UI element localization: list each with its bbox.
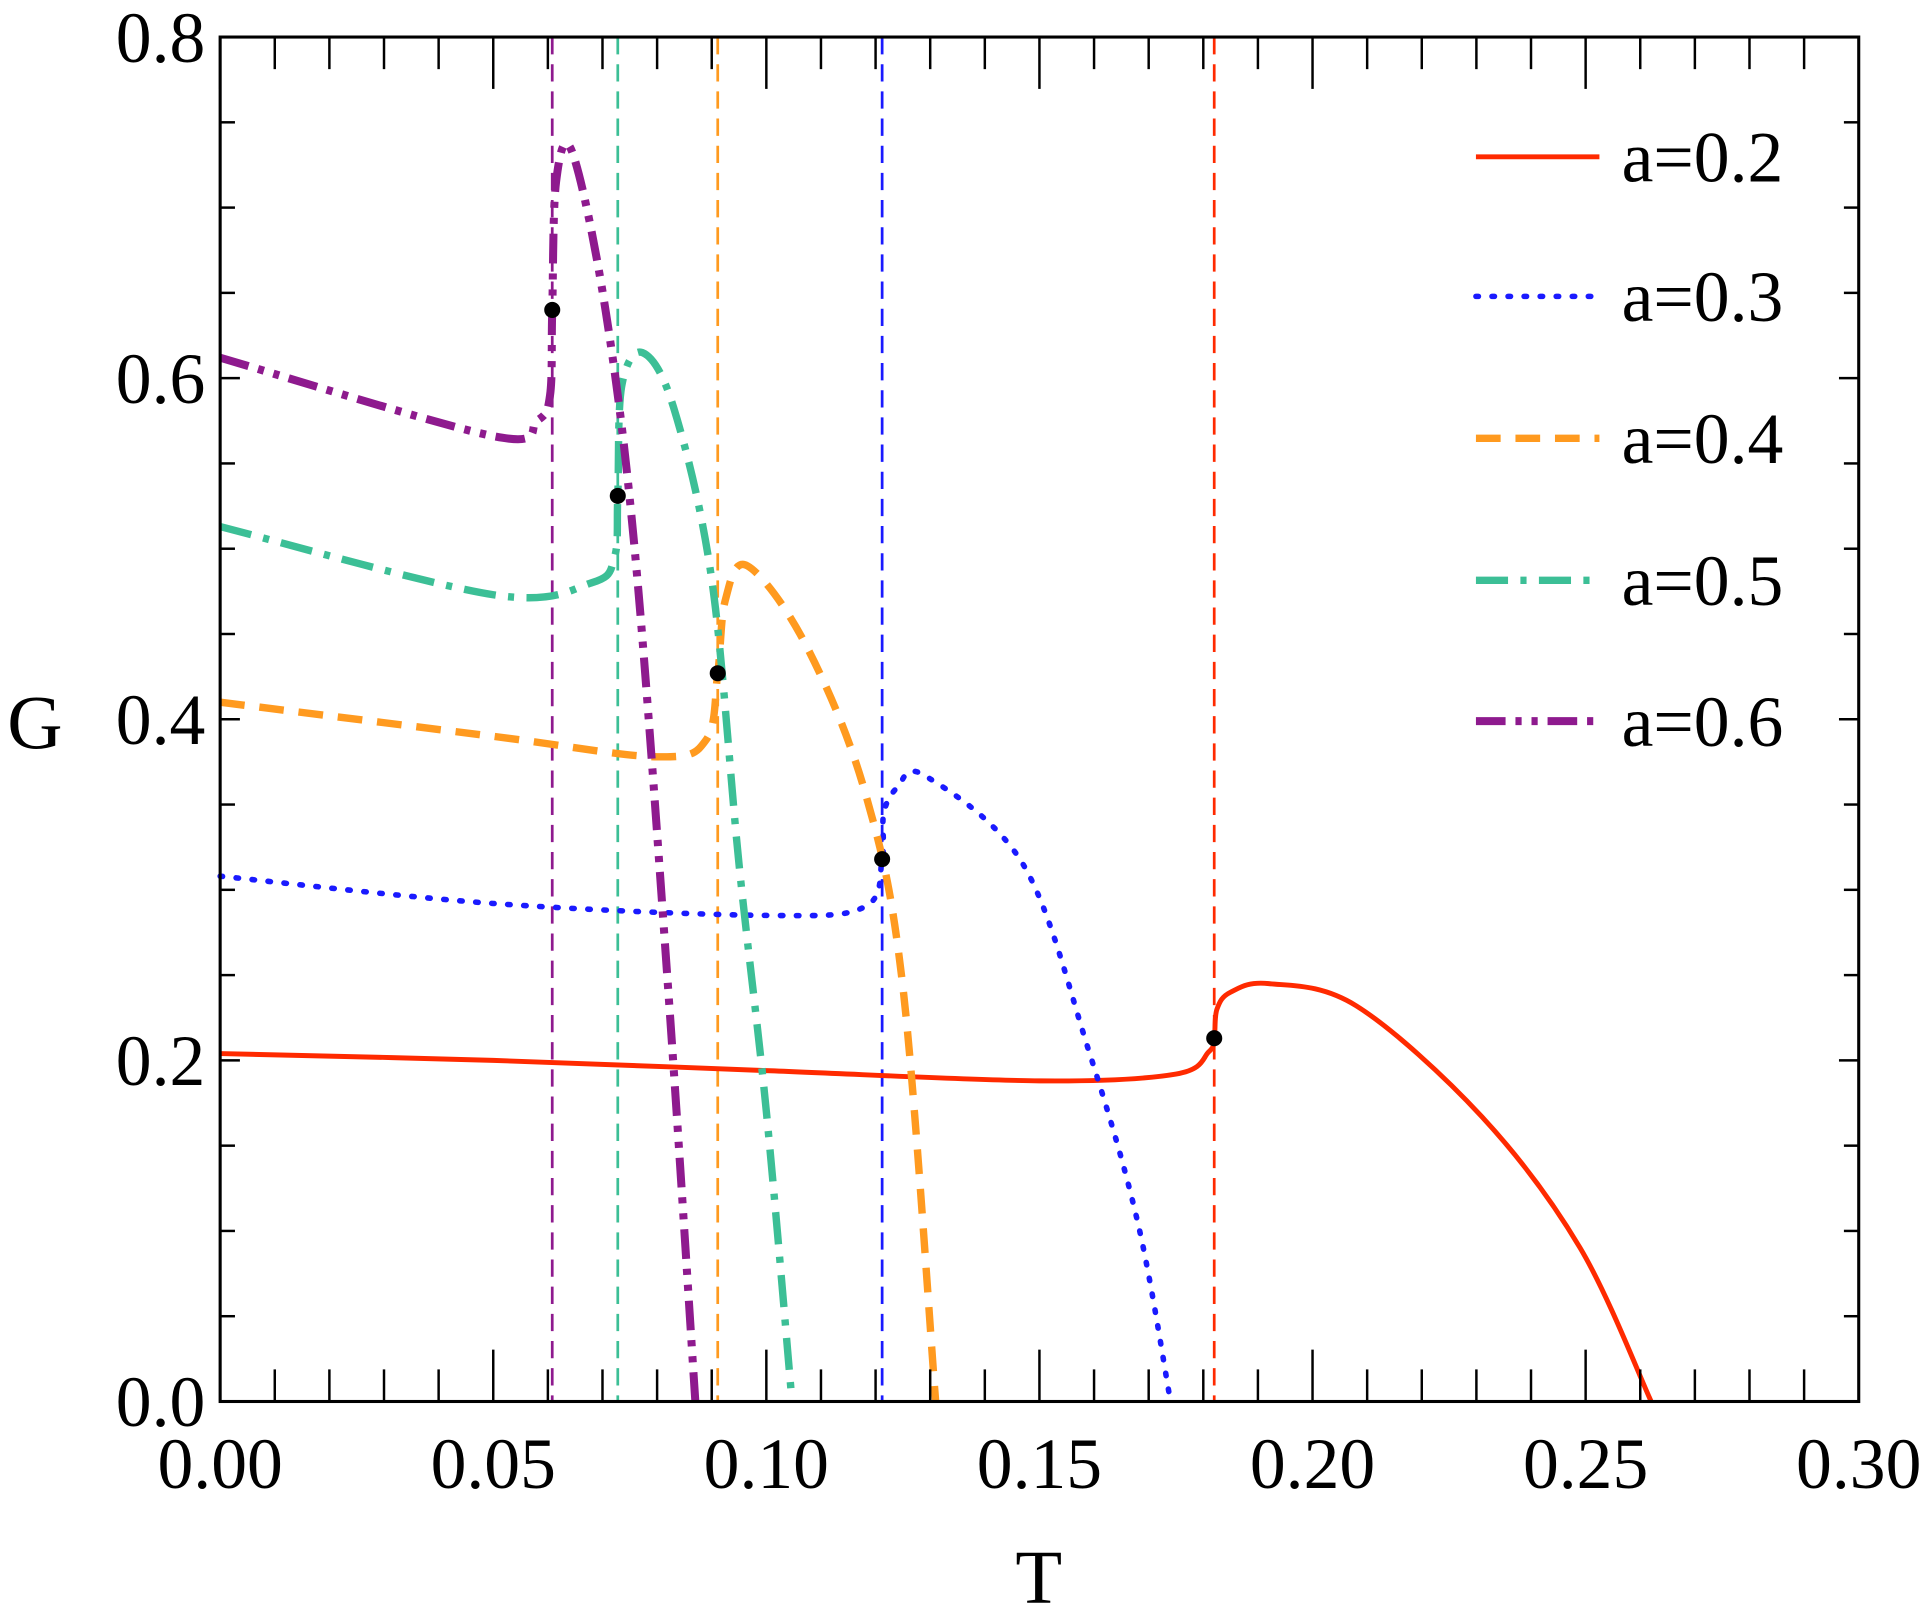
- x-axis-label: T: [1015, 1535, 1062, 1604]
- series-line-a=0.2: [220, 980, 1654, 1403]
- y-tick-label: 0.2: [116, 1022, 206, 1101]
- critical-point-a=0.5: [609, 487, 626, 504]
- y-tick-label: 0.6: [116, 340, 206, 419]
- critical-point-a=0.3: [874, 851, 891, 868]
- legend-label: a=0.6: [1622, 683, 1784, 762]
- series-line-a=0.6: [219, 139, 700, 1402]
- legend-label: a=0.2: [1622, 119, 1784, 198]
- critical-point-a=0.2: [1206, 1030, 1223, 1047]
- y-tick-label: 0.8: [116, 0, 206, 78]
- legend-label: a=0.5: [1622, 542, 1784, 621]
- x-tick-label: 0.05: [431, 1425, 556, 1504]
- axis-ticks: [218, 35, 1860, 1403]
- series-line-a=0.3: [217, 768, 1174, 1405]
- y-tick-label: 0.0: [116, 1363, 206, 1442]
- x-tick-label: 0.10: [704, 1425, 829, 1504]
- x-tick-label: 0.00: [157, 1425, 282, 1504]
- critical-points: [544, 301, 1223, 1047]
- x-tick-label: 0.25: [1523, 1425, 1648, 1504]
- critical-temperature-lines: [550, 37, 1216, 1402]
- y-tick-label: 0.4: [116, 681, 206, 760]
- critical-point-a=0.6: [544, 301, 561, 318]
- plot-frame: [218, 35, 1861, 1404]
- x-tick-label: 0.30: [1796, 1425, 1921, 1504]
- series-curves: [217, 139, 1654, 1405]
- legend: a=0.2 a=0.3 a=0.4 a=0.5 a=0.6: [1473, 119, 1784, 762]
- series-line-a=0.4: [219, 560, 940, 1402]
- x-tick-label: 0.20: [1250, 1425, 1375, 1504]
- tick-labels: 0.00 0.05 0.10 0.15 0.20 0.25 0.30 0.0 0.2 0.4 0.6…: [116, 0, 1922, 1504]
- legend-label: a=0.3: [1622, 258, 1784, 337]
- critical-point-a=0.4: [709, 665, 726, 682]
- x-tick-label: 0.15: [977, 1425, 1102, 1504]
- y-axis-label: G: [7, 680, 62, 765]
- legend-label: a=0.4: [1622, 400, 1784, 479]
- series-line-a=0.5: [219, 348, 796, 1402]
